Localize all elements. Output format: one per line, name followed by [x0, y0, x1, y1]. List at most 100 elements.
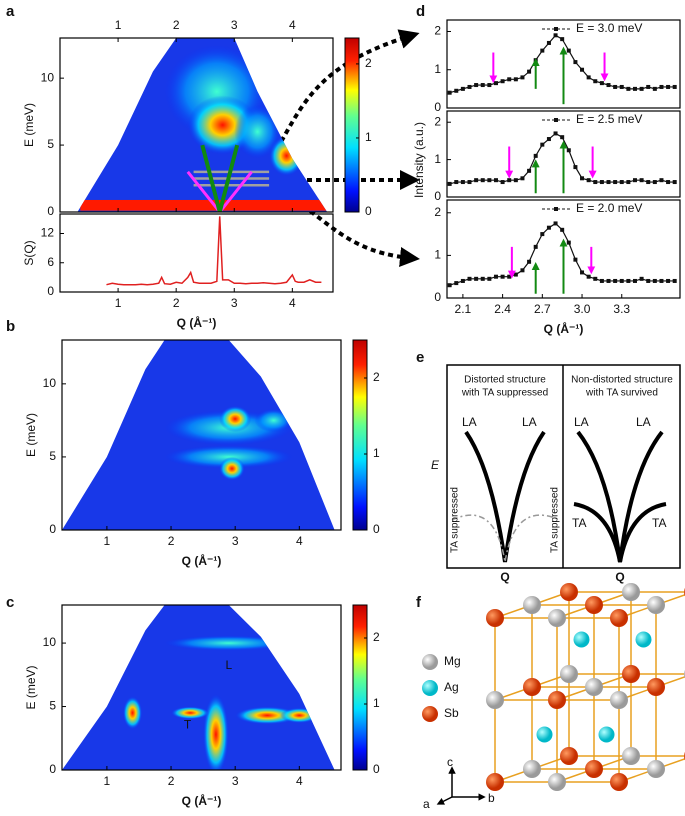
legend-label: Ag — [444, 680, 459, 694]
data-point — [553, 33, 558, 38]
diagram-title: with TA suppressed — [461, 388, 548, 399]
data-point — [646, 278, 651, 283]
data-point — [586, 274, 591, 279]
x-tick-label: 2 — [168, 774, 175, 788]
data-point — [460, 278, 465, 283]
colorbar-tick-label: 1 — [373, 696, 380, 710]
x-tick-label: 4 — [296, 774, 303, 788]
panel-label: d — [416, 3, 425, 20]
y-axis-label: S(Q) — [22, 240, 36, 265]
data-point — [474, 276, 479, 281]
data-point — [527, 69, 532, 74]
data-point — [480, 83, 485, 88]
axis-arrow — [436, 796, 453, 805]
intensity-region — [219, 405, 252, 433]
legend-label: Mg — [444, 654, 461, 668]
data-point — [566, 48, 571, 53]
y-tick-label: 10 — [41, 70, 55, 84]
data-point — [553, 131, 558, 136]
legend-marker — [554, 118, 558, 122]
data-point — [540, 142, 545, 147]
colorbar-tick-label: 0 — [365, 204, 372, 218]
colorbar — [344, 37, 360, 213]
colorbar-tick-label: 0 — [373, 762, 380, 776]
atom — [536, 726, 553, 743]
data-point — [560, 37, 565, 42]
plot: E = 3.0 meV 0 1 2 — [434, 19, 681, 114]
x-tick-label: 2.1 — [455, 302, 472, 316]
data-point — [447, 283, 452, 288]
data-point — [546, 137, 551, 142]
atom — [523, 678, 541, 696]
data-point — [546, 225, 551, 230]
plot: E = 2.5 meV 0 1 2 Intensity (a.u.) — [412, 110, 681, 203]
y-axis-label: Intensity (a.u.) — [412, 122, 426, 198]
atom — [622, 747, 640, 765]
data-point — [599, 81, 604, 86]
data-point — [586, 178, 591, 183]
data-point — [580, 67, 585, 72]
data-point — [447, 181, 452, 186]
plot-frame — [446, 19, 681, 109]
crystal-structure — [486, 583, 685, 791]
data-point — [553, 221, 558, 226]
data-point — [507, 178, 512, 183]
data-point — [460, 180, 465, 185]
data-point — [460, 86, 465, 91]
y-tick-label: 12 — [41, 226, 55, 240]
atom — [523, 760, 541, 778]
data-point — [593, 180, 598, 185]
legend-swatch — [422, 680, 438, 696]
heatmap — [62, 605, 335, 770]
data-point — [513, 272, 518, 277]
colorbar-tick-label: 2 — [373, 370, 380, 384]
data-point — [527, 168, 532, 173]
intensity-region — [164, 445, 293, 469]
y-axis-label: E (meV) — [24, 665, 38, 709]
y-tick-label: 1 — [434, 62, 441, 76]
data-point — [659, 178, 664, 183]
la-branch — [464, 430, 546, 563]
atom — [610, 691, 628, 709]
atom — [585, 760, 603, 778]
x-tick-label-top: 4 — [289, 18, 296, 32]
data-point — [672, 180, 677, 185]
y-tick-label: 10 — [43, 635, 57, 649]
la-branch — [576, 430, 664, 563]
data-point — [652, 180, 657, 185]
annotation: T — [184, 718, 192, 732]
data-point — [619, 278, 624, 283]
data-point — [527, 259, 532, 264]
data-point — [639, 276, 644, 281]
data-line — [106, 216, 322, 286]
x-tick-label: 3.0 — [574, 302, 591, 316]
data-point — [467, 84, 472, 89]
data-point — [639, 178, 644, 183]
data-point — [507, 274, 512, 279]
y-tick-label: 2 — [434, 205, 441, 219]
plot-frame — [446, 110, 681, 198]
data-point — [533, 153, 538, 158]
colorbar-tick-label: 0 — [373, 522, 380, 536]
axis-name: c — [447, 755, 453, 769]
data-point — [474, 178, 479, 183]
data-point — [454, 281, 459, 286]
atom — [610, 773, 628, 791]
x-tick-label: 2 — [173, 296, 180, 310]
y-axis-label: E (meV) — [24, 413, 38, 457]
axis-name: a — [423, 797, 430, 811]
colorbar-tick-label: 1 — [373, 446, 380, 460]
ta-label: TA — [572, 516, 586, 530]
heatmap — [62, 340, 335, 530]
legend-label: E = 2.5 meV — [576, 112, 642, 126]
data-point — [632, 178, 637, 183]
data-point — [467, 180, 472, 185]
data-point — [447, 90, 452, 95]
y-tick-label: 6 — [47, 255, 54, 269]
y-tick-label: 1 — [434, 152, 441, 166]
panel-label: c — [6, 594, 14, 611]
data-point — [520, 176, 525, 181]
data-line — [449, 222, 675, 286]
diagram-title: Distorted structure — [464, 375, 546, 386]
